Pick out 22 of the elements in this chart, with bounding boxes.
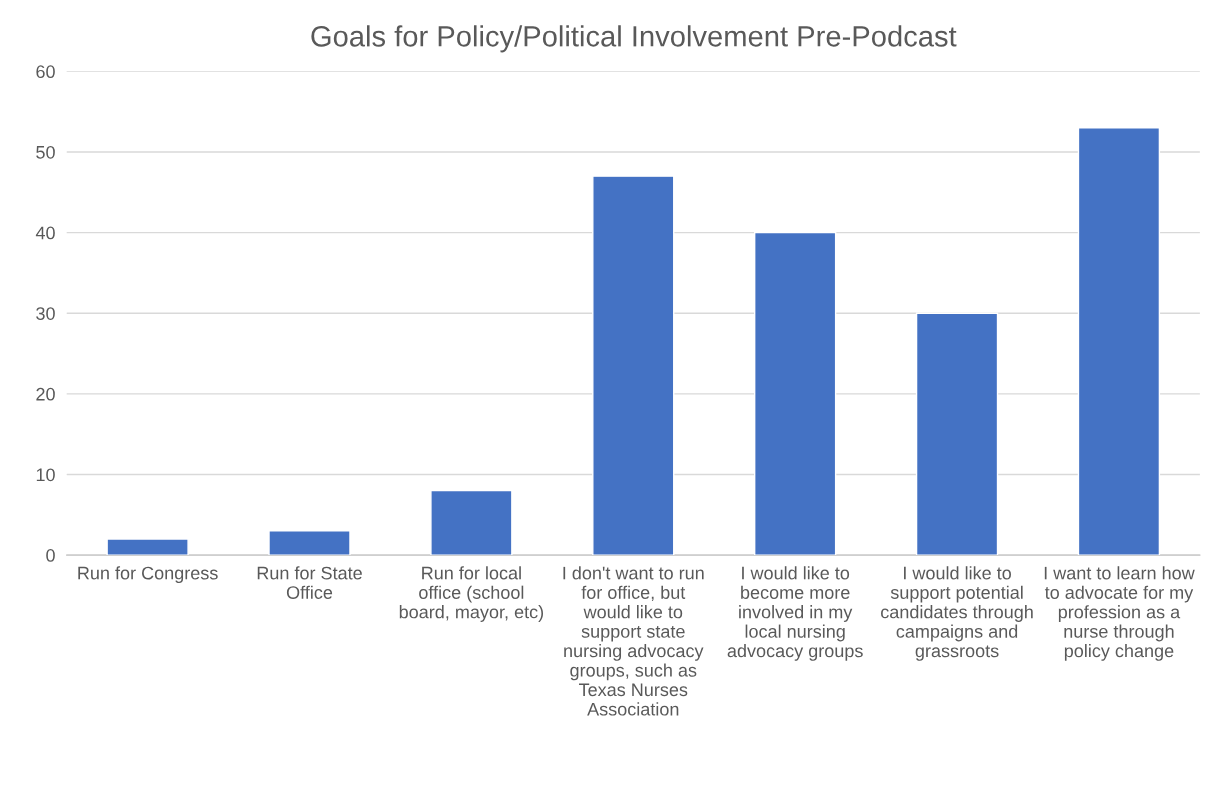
x-tick-label: I don't want to run for office, but would like to support state nursing advocacy groups, such as Texas Nurses Association (563, 566, 704, 716)
bar (753, 231, 837, 556)
y-tick-label: 30 (36, 307, 55, 320)
x-tick-label: I would like to become more involved in my local nursing advocacy groups (727, 566, 863, 661)
bar (106, 538, 189, 556)
y-tick-label: 60 (36, 65, 55, 79)
x-tick-label: I would like to support potential candidates through campaigns and grassroots (881, 566, 1033, 661)
y-tick-label: 20 (36, 387, 55, 401)
y-tick-label: 0 (46, 549, 55, 562)
x-tick-label: Run for Congress (78, 566, 218, 584)
chart-title: Goals for Policy/Political Involvement Pre-Podcast (311, 25, 957, 53)
bar (915, 312, 999, 556)
y-tick-label: 10 (36, 468, 55, 482)
y-tick-label: 40 (35, 226, 55, 240)
y-tick-label: 50 (36, 145, 55, 159)
x-tick-label: I want to learn how to advocate for my profession as a nurse through policy change (1044, 566, 1195, 661)
x-tick-label: Run for State Office (257, 566, 362, 599)
bar (430, 489, 513, 556)
bar (268, 530, 351, 556)
bar (1077, 127, 1161, 556)
bar (592, 175, 675, 556)
x-tick-label: Run for local office (school board, mayor, etc) (399, 566, 544, 622)
